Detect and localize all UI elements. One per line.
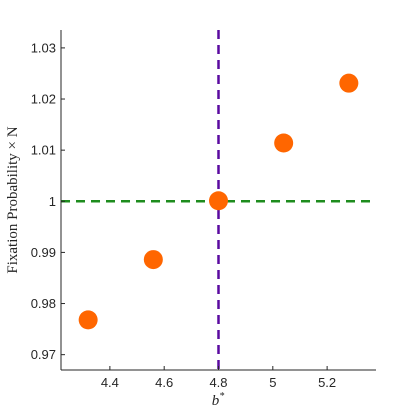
x-tick-label: 4.6 — [155, 375, 173, 390]
x-tick-label: 5 — [269, 375, 276, 390]
data-point-1 — [78, 310, 98, 330]
y-tick-label: 1 — [49, 194, 56, 209]
data-point-2 — [143, 250, 163, 270]
x-axis-label: b* — [212, 391, 225, 409]
data-point-5 — [339, 73, 359, 93]
x-tick-label: 5.2 — [318, 375, 336, 390]
y-tick-label: 0.99 — [31, 245, 56, 260]
y-tick-label: 1.03 — [31, 40, 56, 55]
y-tick-label: 1.02 — [31, 92, 56, 107]
data-point-3 — [209, 191, 228, 211]
y-tick-label: 0.97 — [31, 347, 56, 362]
y-tick-label: 0.98 — [31, 296, 56, 311]
y-tick-label: 1.01 — [31, 143, 56, 158]
x-tick-label: 4.8 — [209, 375, 227, 390]
x-tick-label: 4.4 — [101, 375, 119, 390]
data-point-4 — [274, 133, 294, 153]
y-axis-label: Fixation Probability × N — [5, 126, 21, 273]
